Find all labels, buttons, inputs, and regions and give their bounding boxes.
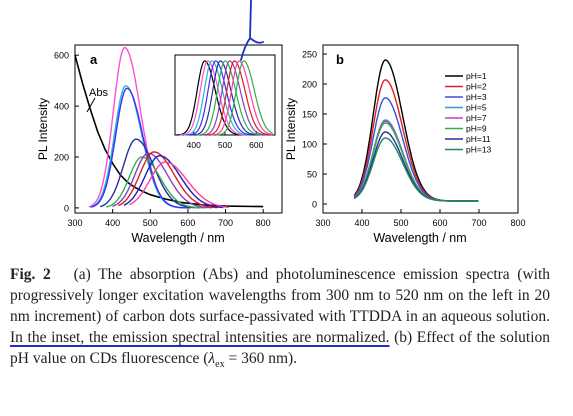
panel-b-x-axis-label: Wavelength / nm [373,231,466,245]
emission-curve [91,87,191,209]
y-tick-label: 400 [54,102,69,112]
caption-underlined-sentence: In the inset, the emission spectral inte… [10,329,390,346]
abs-annotation-pointer [86,97,96,113]
legend-label: pH=7 [466,113,487,123]
emission-curve [118,151,218,209]
y-tick-label: 150 [302,110,317,120]
panel-a-curves [74,46,264,209]
panel-b-y-ticks: 0 50 100 150 200 250 [302,50,327,210]
x-tick-label: 700 [218,218,233,228]
emission-curve [123,154,224,209]
emission-curve [129,161,229,208]
panel-b-label: b [336,52,344,67]
inset-curves [176,60,274,136]
x-tick-label: 700 [471,218,486,228]
panel-b-x-ticks: 300 400 500 600 700 800 [315,209,526,228]
y-tick-label: 200 [54,153,69,163]
panel-b-curves [353,59,479,202]
x-tick-label: 400 [187,140,201,150]
inset-normalized-curve [192,60,258,136]
handdrawn-arrow-mark [240,0,264,61]
panel-a-label: a [90,52,98,67]
caption-part-b: (b) Effect of the solution pH value on C… [10,329,550,367]
x-tick-label: 300 [67,218,82,228]
inset-normalized-curve [176,60,243,136]
y-tick-label: 200 [302,80,317,90]
inset-normalized-curve [215,60,274,136]
x-tick-label: 600 [180,218,195,228]
abs-annotation: Abs [89,87,108,99]
x-tick-label: 600 [432,218,447,228]
figure-number: Fig. 2 [10,266,51,283]
caption-lambda-symbol: λ [208,350,216,367]
y-tick-label: 600 [54,51,69,61]
legend-label: pH=1 [466,71,487,81]
emission-curve [99,138,200,209]
x-tick-label: 500 [393,218,408,228]
panel-a-x-ticks: 300 400 500 600 700 800 [67,209,271,228]
legend-label: pH=9 [466,124,487,134]
x-tick-label: 300 [315,218,330,228]
y-tick-label: 50 [307,170,317,180]
y-tick-label: 250 [302,50,317,60]
panel-b: b 0 50 100 150 200 250 300 400 500 600 700 800 pH=… [284,44,526,245]
panel-a-y-axis-label: PL Intensity [36,98,50,160]
x-tick-label: 400 [354,218,369,228]
panel-a-frame [74,44,283,214]
inset-normalized-curve [196,60,263,136]
y-tick-label: 0 [64,203,69,213]
panel-b-frame [322,44,519,214]
panel-a-x-axis-label: Wavelength / nm [131,231,224,245]
panel-a-inset: 400 500 600 [174,54,276,150]
x-tick-label: 500 [218,140,232,150]
inset-normalized-curve [201,60,268,136]
x-tick-label: 800 [256,218,271,228]
caption-part-a: (a) The absorption (Abs) and photolumine… [10,266,551,325]
legend-label: pH=5 [466,103,487,113]
x-tick-label: 400 [105,218,120,228]
inset-normalized-curve [187,60,254,136]
legend-label: pH=11 [466,134,491,144]
x-tick-label: 800 [510,218,525,228]
x-tick-label: 600 [249,140,263,150]
figure-caption: Fig. 2 (a) The absorption (Abs) and phot… [10,264,550,375]
inset-normalized-curve [206,60,272,136]
panel-b-y-axis-label: PL Intensity [284,98,298,160]
caption-part-c: = 360 nm). [224,350,298,367]
legend-label: pH=3 [466,92,487,102]
caption-lambda-subscript: ex [215,359,225,371]
y-tick-label: 100 [302,140,317,150]
ph-curve [353,137,479,202]
panel-a: a Abs 0 200 400 600 300 400 500 600 700 800 PL I… [36,44,283,245]
legend-label: pH=13 [466,145,492,155]
y-tick-label: 0 [312,200,317,210]
emission-curve [112,152,212,209]
legend-label: pH=2 [466,82,487,92]
x-tick-label: 500 [143,218,158,228]
